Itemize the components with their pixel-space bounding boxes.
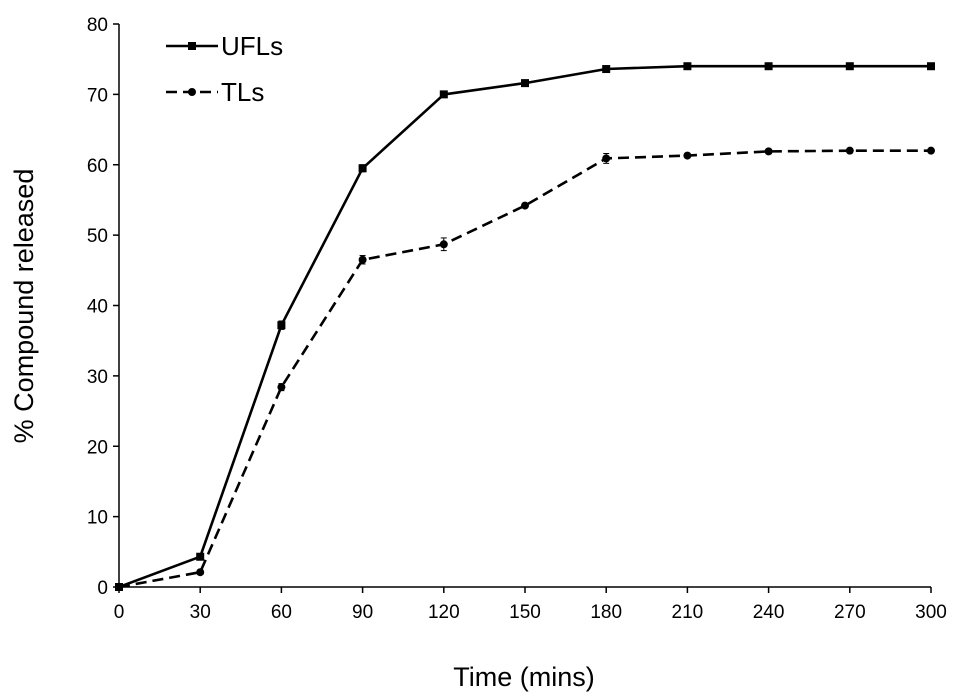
data-point [683,62,692,71]
data-point [521,201,529,210]
legend: UFLs TLs [166,31,283,107]
data-point [439,90,448,99]
series-line [118,64,931,589]
series-tls [115,146,935,591]
legend-marker [188,42,196,50]
data-point [358,164,367,173]
legend-item-ufls: UFLs [166,31,283,61]
y-tick-label: 30 [87,367,108,388]
y-tick-label: 0 [97,578,108,599]
y-tick-label: 10 [87,508,108,529]
data-point [764,62,773,71]
data-point [927,62,935,71]
y-tick-label: 80 [87,15,108,36]
data-point [196,568,205,577]
y-tick-label: 60 [87,156,108,177]
series-ufls [115,62,935,591]
y-tick-label: 50 [87,226,108,247]
data-point [927,146,935,155]
data-point [764,147,773,156]
x-tick-label: 0 [114,602,125,623]
x-tick-label: 240 [753,602,785,623]
data-point [277,383,286,392]
y-axis-title: % Compound released [9,169,39,444]
axes: 0 10 20 30 40 50 60 70 80 0 30 60 90 120 150 180 210 240 2… [87,15,947,623]
y-tick-label: 40 [87,297,108,318]
data-point [358,255,367,264]
x-tick-label: 90 [352,602,373,623]
data-point [196,552,205,561]
x-tick-label: 270 [834,602,866,623]
data-point [521,79,529,88]
legend-label: UFLs [221,31,283,61]
data-point [845,62,854,71]
data-point [683,151,692,160]
series-layer [115,62,935,591]
legend-label: TLs [221,77,264,107]
series-line [118,149,931,589]
data-point [277,321,286,330]
legend-marker [188,88,196,96]
data-point [602,154,611,163]
x-axis-title: Time (mins) [453,662,595,692]
x-tick-label: 60 [271,602,292,623]
data-point [845,146,854,155]
x-tick-label: 120 [428,602,460,623]
legend-item-tls: TLs [166,77,264,107]
y-tick-label: 70 [87,85,108,106]
x-tick-label: 30 [190,602,211,623]
data-point [602,65,611,74]
x-tick-label: 150 [509,602,541,623]
data-point [439,240,448,249]
x-tick-label: 300 [915,602,947,623]
x-tick-label: 180 [590,602,622,623]
x-tick-label: 210 [672,602,704,623]
data-point [115,583,123,591]
y-tick-label: 20 [87,437,108,458]
